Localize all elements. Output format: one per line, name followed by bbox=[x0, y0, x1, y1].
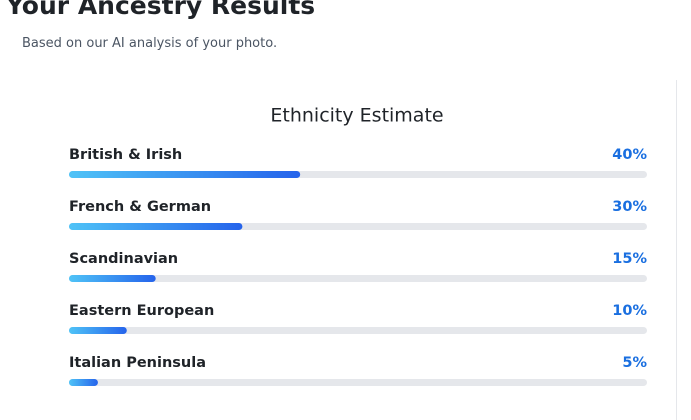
bar-track bbox=[69, 275, 647, 282]
bar-track bbox=[69, 379, 647, 386]
chart: Ethnicity Estimate British & Irish 40% Fre… bbox=[69, 105, 647, 386]
value-label: 30% bbox=[612, 199, 647, 215]
bar bbox=[69, 223, 243, 230]
value-label: 15% bbox=[612, 251, 647, 267]
value-label: 5% bbox=[622, 355, 647, 371]
chart-title: Ethnicity Estimate bbox=[270, 105, 443, 127]
category-label: Italian Peninsula bbox=[69, 355, 206, 371]
bar bbox=[69, 379, 98, 386]
page-title: Your Ancestry Results bbox=[6, 0, 316, 20]
category-label: British & Irish bbox=[69, 147, 182, 163]
card bbox=[0, 80, 677, 420]
value-label: 10% bbox=[612, 303, 647, 319]
value-label: 40% bbox=[612, 147, 647, 163]
category-label: French & German bbox=[69, 199, 211, 215]
bar bbox=[69, 275, 156, 282]
bar bbox=[69, 327, 127, 334]
category-label: Scandinavian bbox=[69, 251, 178, 267]
category-label: Eastern European bbox=[69, 303, 214, 319]
page-subtitle: Based on our AI analysis of your photo. bbox=[22, 36, 278, 51]
bar bbox=[69, 171, 301, 178]
bar-track bbox=[69, 327, 647, 334]
page: Your Ancestry Results Based on our AI an… bbox=[6, 0, 677, 420]
